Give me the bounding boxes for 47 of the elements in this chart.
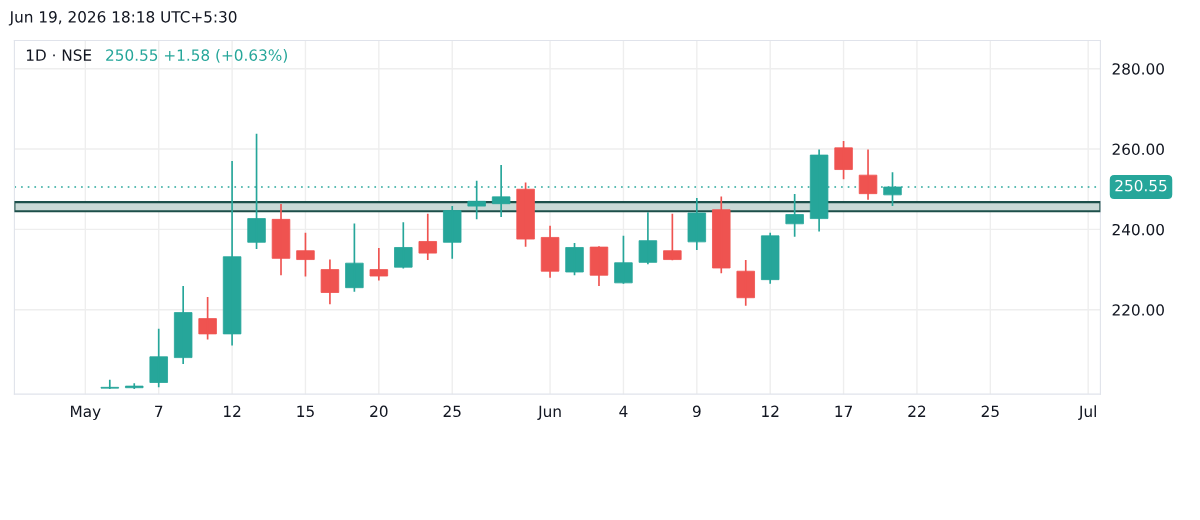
x-tick-label: Jul bbox=[1078, 405, 1096, 420]
candlestick bbox=[589, 245, 609, 287]
candlestick bbox=[712, 195, 731, 275]
candlestick bbox=[369, 247, 389, 282]
y-tick-label: 240.00 bbox=[1112, 223, 1164, 236]
x-tick-label: 25 bbox=[981, 405, 999, 418]
candlestick bbox=[443, 205, 462, 260]
candlestick bbox=[565, 242, 584, 277]
candlestick bbox=[198, 296, 217, 341]
x-tick-label: Jun bbox=[537, 405, 561, 420]
candlestick bbox=[345, 222, 364, 293]
ref-line-label: 250.55 bbox=[1115, 179, 1167, 192]
candlestick bbox=[614, 235, 633, 285]
candlestick bbox=[394, 221, 413, 270]
candlestick bbox=[418, 212, 437, 261]
x-tick-label: 15 bbox=[297, 405, 314, 418]
annotation: 250.55 +1.58 (+0.63%) bbox=[106, 49, 287, 63]
chart-title: Jun 19, 2026 18:18 UTC+5:30 bbox=[8, 11, 237, 26]
candlestick bbox=[834, 140, 853, 181]
x-tick-label: 7 bbox=[155, 405, 163, 417]
candlestick bbox=[785, 193, 804, 238]
x-tick-label: 20 bbox=[370, 405, 388, 418]
y-tick-label: 280.00 bbox=[1112, 63, 1164, 75]
candlestick bbox=[296, 231, 315, 278]
candlestick bbox=[638, 211, 658, 266]
x-tick-label: May bbox=[71, 405, 101, 421]
candlestick bbox=[760, 231, 780, 285]
candlestick bbox=[516, 181, 535, 248]
candlestick bbox=[687, 197, 707, 251]
x-tick-label: 12 bbox=[224, 405, 241, 417]
candlestick bbox=[736, 259, 755, 307]
x-tick-label: 4 bbox=[619, 405, 628, 417]
x-tick-label: 22 bbox=[908, 405, 926, 417]
x-tick-label: 17 bbox=[835, 405, 852, 417]
y-tick-label: 260.00 bbox=[1112, 143, 1164, 156]
candlestick bbox=[173, 285, 193, 365]
x-tick-label: 25 bbox=[443, 405, 461, 418]
candlestick bbox=[149, 327, 168, 389]
x-tick-label: 12 bbox=[762, 405, 779, 417]
candlestick bbox=[320, 258, 340, 305]
candlestick bbox=[540, 224, 560, 279]
candlestick bbox=[125, 382, 144, 390]
candlestick bbox=[663, 212, 682, 262]
chart-subtitle: 1D · NSE bbox=[26, 49, 92, 61]
y-tick-label: 220.00 bbox=[1112, 304, 1164, 316]
candlestick bbox=[100, 378, 120, 390]
x-tick-label: 9 bbox=[692, 405, 701, 418]
